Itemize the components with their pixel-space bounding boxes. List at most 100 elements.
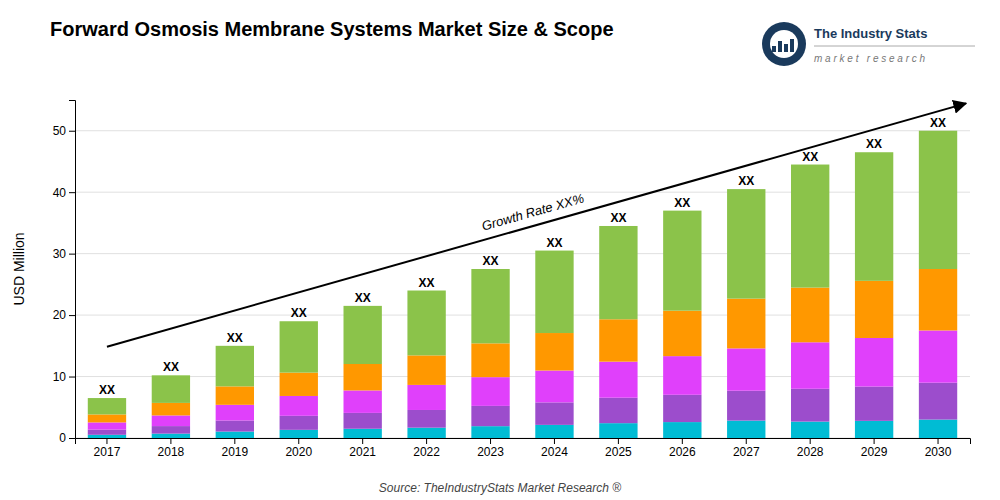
- x-tick-mark: [298, 438, 299, 444]
- y-tick: 30: [53, 247, 75, 261]
- bar-label: XX: [738, 174, 754, 188]
- bar-segment: [407, 291, 445, 356]
- growth-arrow: [107, 103, 966, 346]
- logo-separator: [814, 46, 975, 47]
- bar-label: XX: [610, 211, 626, 225]
- chart-title: Forward Osmosis Membrane Systems Market …: [50, 18, 614, 40]
- bar-label: XX: [674, 196, 690, 210]
- bar-segment: [344, 429, 382, 438]
- x-tick: 2022: [413, 438, 440, 459]
- x-tick-label: 2023: [477, 445, 504, 459]
- bar-segment: [216, 432, 254, 438]
- x-tick-mark: [106, 438, 107, 444]
- y-axis: 01020304050: [53, 101, 76, 446]
- x-tick-label: 2026: [669, 445, 696, 459]
- bar-segment: [344, 413, 382, 429]
- y-tick-mark: [69, 315, 75, 316]
- bar-label: XX: [546, 236, 562, 250]
- grid: [75, 131, 970, 438]
- logo-subtext: m a r k e t r e s e a r c h: [814, 53, 926, 64]
- bar-segment: [663, 395, 701, 422]
- x-tick-mark: [682, 438, 683, 444]
- x-tick: 2027: [733, 438, 760, 459]
- bar-segment: [344, 390, 382, 412]
- bar-segment: [152, 403, 190, 416]
- bars: [88, 131, 957, 438]
- bar-segment: [216, 346, 254, 387]
- bar-series: [88, 330, 957, 429]
- bar-segment: [535, 333, 573, 370]
- x-axis: 2017201820192020202120222023202420252026…: [76, 438, 971, 459]
- x-tick-label: 2019: [221, 445, 248, 459]
- y-tick: 50: [53, 124, 75, 138]
- bar-segment: [663, 422, 701, 438]
- bar-segment: [791, 342, 829, 388]
- bar-label: XX: [802, 150, 818, 164]
- x-tick-label: 2025: [605, 445, 632, 459]
- x-tick: 2021: [349, 438, 376, 459]
- bar-segment: [88, 430, 126, 435]
- bar-segment: [599, 398, 637, 423]
- x-tick-mark: [234, 438, 235, 444]
- x-tick: 2026: [669, 438, 696, 459]
- bar-segment: [663, 311, 701, 356]
- logo-gear: [762, 22, 806, 66]
- bar-segment: [407, 428, 445, 438]
- bar-series: [88, 269, 957, 422]
- y-tick: 20: [53, 308, 75, 322]
- bar-segment: [280, 430, 318, 438]
- bar-segment: [471, 426, 509, 438]
- logo: The Industry Statsm a r k e t r e s e a …: [762, 22, 975, 66]
- bar-segment: [919, 131, 957, 269]
- x-tick-label: 2024: [541, 445, 568, 459]
- logo-bar: [778, 41, 782, 52]
- x-tick-mark: [618, 438, 619, 444]
- x-tick-mark: [746, 438, 747, 444]
- bar-segment: [344, 364, 382, 390]
- logo-bar: [790, 39, 794, 52]
- bar-series: [88, 383, 957, 435]
- bar-segment: [407, 385, 445, 410]
- y-tick-label: 0: [59, 431, 66, 445]
- bar-segment: [535, 251, 573, 333]
- x-tick-mark: [490, 438, 491, 444]
- y-tick-label: 20: [53, 308, 67, 322]
- y-tick-label: 30: [53, 247, 67, 261]
- grid-line: [75, 376, 970, 377]
- x-tick: 2029: [861, 438, 888, 459]
- logo-bar: [772, 46, 776, 52]
- x-tick-label: 2029: [861, 445, 888, 459]
- x-tick-mark: [938, 438, 939, 444]
- grid-line: [75, 130, 970, 131]
- bar-segment: [471, 269, 509, 343]
- x-axis-line: [76, 439, 971, 445]
- grid-line: [75, 253, 970, 254]
- x-tick-label: 2020: [285, 445, 312, 459]
- bar-segment: [471, 406, 509, 426]
- grid-line: [75, 315, 970, 316]
- bar-segment: [727, 189, 765, 299]
- bar-segment: [88, 398, 126, 414]
- bar-segment: [280, 416, 318, 430]
- x-tick-label: 2030: [925, 445, 952, 459]
- bar-segment: [471, 343, 509, 377]
- x-tick: 2019: [221, 438, 248, 459]
- bar-segment: [535, 402, 573, 424]
- x-tick-mark: [426, 438, 427, 444]
- bar-label: XX: [930, 116, 946, 130]
- bar-label: XX: [291, 306, 307, 320]
- bar-segment: [344, 306, 382, 364]
- bar-segment: [727, 421, 765, 438]
- y-axis-line: [69, 101, 76, 439]
- grid-line: [75, 192, 970, 193]
- bar-segment: [727, 348, 765, 390]
- y-tick-label: 40: [53, 186, 67, 200]
- bar-labels: XXXXXXXXXXXXXXXXXXXXXXXXXXXX: [99, 116, 946, 397]
- bar-segment: [216, 405, 254, 421]
- x-tick: 2025: [605, 438, 632, 459]
- bar-segment: [152, 426, 190, 434]
- bar-segment: [599, 319, 637, 361]
- bar-label: XX: [163, 360, 179, 374]
- x-tick: 2024: [541, 438, 568, 459]
- x-tick-label: 2027: [733, 445, 760, 459]
